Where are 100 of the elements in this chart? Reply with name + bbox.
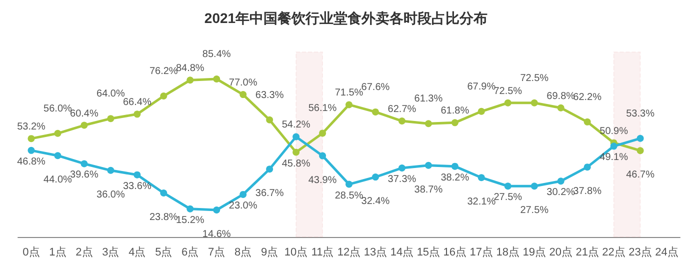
data-label: 32.1% <box>467 196 496 208</box>
data-label: 46.8% <box>17 156 46 168</box>
point <box>319 152 326 160</box>
x-tick-label: 15点 <box>416 246 440 258</box>
data-label: 33.6% <box>122 180 152 192</box>
data-label: 46.7% <box>626 170 655 181</box>
data-label: 23.0% <box>228 200 258 212</box>
x-tick-label: 24点 <box>655 246 678 258</box>
point <box>134 171 141 178</box>
data-label: 61.8% <box>440 106 470 117</box>
data-label: 38.7% <box>414 184 443 196</box>
x-tick-label: 9点 <box>260 246 278 258</box>
x-tick-label: 17点 <box>470 246 494 258</box>
point <box>478 108 485 115</box>
point <box>186 76 194 84</box>
point <box>636 134 644 142</box>
data-label: 56.1% <box>308 103 337 114</box>
data-label: 62.7% <box>388 104 416 116</box>
x-tick-label: 21点 <box>576 246 599 258</box>
point <box>292 148 300 156</box>
x-tick-label: 20点 <box>549 246 572 258</box>
chart-title: 2021年中国餐饮行业堂食外卖各时段占比分布 <box>204 10 488 26</box>
data-label: 85.4% <box>202 49 231 60</box>
data-label: 50.9% <box>600 126 628 137</box>
x-tick-label: 4点 <box>128 246 146 258</box>
point <box>240 190 247 198</box>
point <box>346 180 352 188</box>
point <box>134 110 141 118</box>
data-label: 43.9% <box>308 174 337 186</box>
point <box>80 160 88 168</box>
point <box>28 135 35 142</box>
x-tick-label: 22点 <box>602 246 626 258</box>
data-label: 39.6% <box>70 170 98 181</box>
data-label: 72.5% <box>494 86 522 97</box>
point <box>504 182 512 190</box>
data-label: 28.5% <box>334 190 364 202</box>
point <box>54 152 62 160</box>
data-label: 23.8% <box>149 212 178 223</box>
data-label: 45.8% <box>282 158 310 170</box>
point <box>451 162 458 170</box>
x-tick-label: 11点 <box>311 246 334 258</box>
point <box>266 166 274 173</box>
point <box>584 164 591 171</box>
x-tick-label: 5点 <box>155 246 172 258</box>
data-label: 64.0% <box>96 88 125 100</box>
data-label: 76.2% <box>149 66 178 78</box>
data-label: 61.3% <box>414 94 443 105</box>
point <box>610 142 618 150</box>
point <box>160 189 168 196</box>
data-label: 15.2% <box>176 214 204 226</box>
x-tick-label: 2点 <box>76 246 93 258</box>
point <box>80 122 88 129</box>
point <box>398 164 406 172</box>
point <box>107 166 114 174</box>
point <box>28 146 35 154</box>
point <box>557 178 564 185</box>
point <box>372 108 379 116</box>
point <box>530 182 538 190</box>
point <box>240 91 247 98</box>
data-label: 54.2% <box>282 120 310 131</box>
point <box>54 130 62 137</box>
data-label: 36.7% <box>255 188 284 200</box>
point <box>424 162 432 169</box>
data-label: 67.6% <box>361 82 390 93</box>
point <box>107 115 114 122</box>
data-label: 72.5% <box>520 72 549 84</box>
data-label: 77.0% <box>228 78 258 89</box>
point <box>266 116 274 124</box>
point <box>398 118 406 125</box>
data-label: 38.2% <box>440 172 470 184</box>
point <box>372 174 379 181</box>
point <box>346 101 352 108</box>
point <box>160 92 168 100</box>
data-label: 67.9% <box>467 81 496 92</box>
point <box>213 206 220 214</box>
data-label: 53.3% <box>626 108 655 120</box>
point <box>319 130 326 137</box>
data-label: 44.0% <box>44 174 72 186</box>
point <box>292 133 300 140</box>
data-label: 37.3% <box>388 174 416 185</box>
data-label: 71.5% <box>334 88 364 99</box>
x-tick-label: 6点 <box>182 246 199 258</box>
x-tick-label: 8点 <box>234 246 252 258</box>
x-tick-label: 23点 <box>628 246 652 258</box>
point <box>186 205 194 212</box>
point <box>557 104 564 112</box>
x-tick-label: 3点 <box>102 246 120 258</box>
x-tick-label: 13点 <box>364 246 388 258</box>
point <box>478 174 485 182</box>
x-tick-label: 16点 <box>443 246 467 258</box>
point <box>213 76 220 83</box>
x-tick-label: 19点 <box>522 246 546 258</box>
x-tick-label: 14点 <box>390 246 414 258</box>
x-tick-label: 12点 <box>337 246 361 258</box>
data-label: 66.4% <box>122 97 152 108</box>
data-label: 49.1% <box>600 152 628 164</box>
point <box>504 99 512 106</box>
data-label: 27.5% <box>520 205 549 216</box>
x-tick-label: 18点 <box>496 246 520 258</box>
point <box>451 119 458 126</box>
